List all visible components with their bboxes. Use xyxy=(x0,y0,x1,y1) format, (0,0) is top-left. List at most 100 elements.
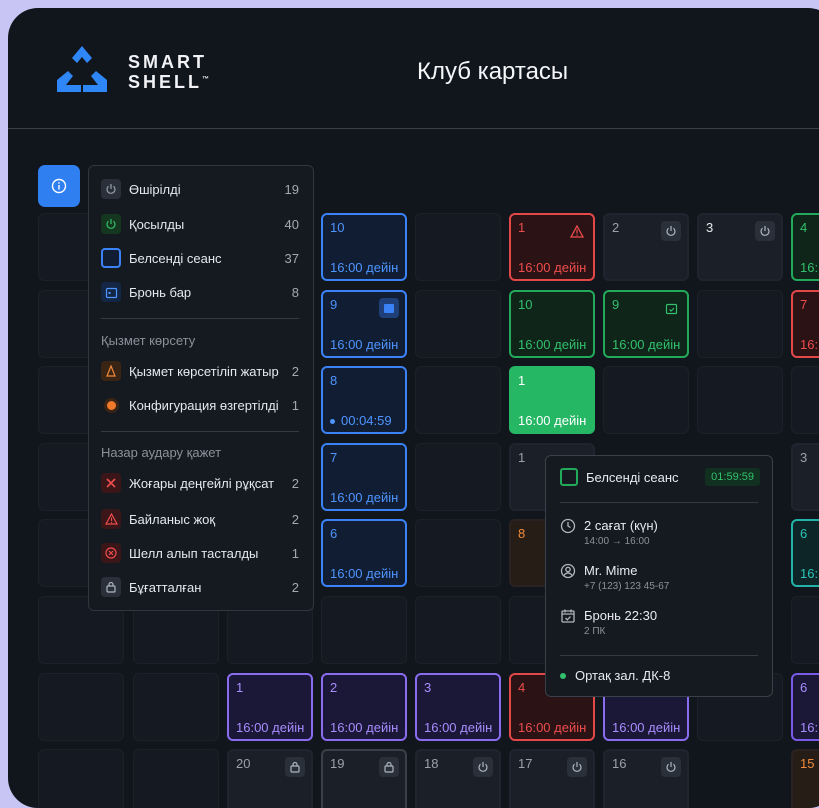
legend-item-admin-access[interactable]: Жоғары деңгейлі рұқсат 2 xyxy=(101,472,299,494)
empty-seat xyxy=(791,366,819,434)
seat-tile[interactable]: 9 16:00 дейін xyxy=(321,290,407,358)
trademark: ™ xyxy=(202,76,210,83)
seat-tile[interactable]: 17 xyxy=(509,749,595,808)
seat-time: 16:00 дейін xyxy=(518,720,587,735)
clock-icon xyxy=(560,518,576,534)
popup-status-row: Белсенді сеанс 01:59:59 xyxy=(560,468,760,486)
seat-tile[interactable]: 6 16:00 дейін xyxy=(321,519,407,587)
seat-number: 17 xyxy=(518,756,533,771)
seat-tile[interactable]: 7 16: xyxy=(791,290,819,358)
legend-item-on[interactable]: Қосылды 40 xyxy=(101,213,299,235)
smartshell-logo-icon xyxy=(54,44,110,99)
seat-time: 16:00 дейін xyxy=(236,720,305,735)
seat-time: 16: xyxy=(800,260,819,275)
legend-item-off[interactable]: Өшірілді 19 xyxy=(101,178,299,200)
seat-tile[interactable]: 10 16:00 дейін xyxy=(509,290,595,358)
power-icon xyxy=(661,757,681,777)
empty-seat xyxy=(697,366,783,434)
seat-number: 1 xyxy=(236,680,244,695)
seat-timer: 00:04:59 xyxy=(330,413,392,428)
seat-number: 1 xyxy=(518,373,526,388)
seat-number: 7 xyxy=(330,450,338,465)
traffic-cone-icon xyxy=(101,361,121,381)
legend-label: Белсенді сеанс xyxy=(129,250,222,266)
seat-tile[interactable]: 3 16:00 дейін xyxy=(415,673,501,741)
divider xyxy=(560,502,758,503)
seat-tile[interactable]: 2 16:00 дейін xyxy=(321,673,407,741)
lock-icon xyxy=(101,577,121,597)
brand-line-2: SHELL™ xyxy=(128,71,209,91)
seat-number: 1 xyxy=(518,450,526,465)
seat-tile[interactable]: 6 16: xyxy=(791,673,819,741)
legend-item-shell-removed[interactable]: Шелл алып тасталды 1 xyxy=(101,542,299,564)
legend-label: Байланыс жоқ xyxy=(129,511,216,527)
seat-time: 16:00 дейін xyxy=(330,566,399,581)
seat-tile[interactable]: 6 16: xyxy=(791,519,819,587)
lock-icon xyxy=(379,757,399,777)
seat-number: 18 xyxy=(424,756,439,771)
seat-time: 16:00 дейін xyxy=(518,337,587,352)
duration-range: 14:00 → 16:00 xyxy=(584,536,650,547)
seat-tile[interactable]: 1 16:00 дейін xyxy=(227,673,313,741)
seat-tile[interactable]: 2 xyxy=(603,213,689,281)
seat-number: 3 xyxy=(800,450,808,465)
lock-icon xyxy=(285,757,305,777)
seat-number: 8 xyxy=(330,373,338,388)
empty-seat xyxy=(38,673,124,741)
seat-tile[interactable]: 3 xyxy=(697,213,783,281)
session-timer-badge: 01:59:59 xyxy=(705,468,760,486)
brand-line-2-text: SHELL xyxy=(128,72,203,92)
duration-text: 2 сағат (күн) xyxy=(584,518,658,533)
seat-tile[interactable]: 16 xyxy=(603,749,689,808)
seat-number: 4 xyxy=(800,220,808,235)
seat-time: 16:00 дейін xyxy=(612,720,681,735)
seat-number: 15 xyxy=(800,756,815,771)
calendar-check-icon xyxy=(661,298,681,318)
booking-pc-count: 2 ПК xyxy=(584,626,606,637)
legend-toggle-button[interactable] xyxy=(38,165,80,207)
seat-tile[interactable]: 19 xyxy=(321,749,407,808)
seat-tile[interactable]: 8 00:04:59 xyxy=(321,366,407,434)
legend-item-blocked[interactable]: Бұғатталған 2 xyxy=(101,576,299,598)
legend-item-config-changed[interactable]: Конфигурация өзгертілді 1 xyxy=(101,394,299,416)
legend-item-active-session[interactable]: Белсенді сеанс 37 xyxy=(101,247,299,269)
seat-tile[interactable]: 15 xyxy=(791,749,819,808)
seat-tile[interactable]: 18 xyxy=(415,749,501,808)
seat-number: 3 xyxy=(424,680,432,695)
seat-tile[interactable]: 9 16:00 дейін xyxy=(603,290,689,358)
seat-tile[interactable]: 7 16:00 дейін xyxy=(321,443,407,511)
legend-count: 2 xyxy=(291,363,299,379)
empty-seat xyxy=(133,749,219,808)
empty-seat xyxy=(321,596,407,664)
legend-count: 1 xyxy=(291,545,299,561)
legend-count: 1 xyxy=(291,397,299,413)
booking-time: Бронь 22:30 xyxy=(584,608,658,623)
seat-number: 19 xyxy=(330,756,345,771)
seat-time: 16: xyxy=(800,337,819,352)
legend-count: 2 xyxy=(291,475,299,491)
seat-tile[interactable]: 4 16: xyxy=(791,213,819,281)
seat-tile-selected[interactable]: 1 16:00 дейін xyxy=(509,366,595,434)
seat-number: 4 xyxy=(518,680,526,695)
seat-time: 16:00 дейін xyxy=(612,337,681,352)
empty-seat xyxy=(791,596,819,664)
legend-item-booking[interactable]: Бронь бар 8 xyxy=(101,281,299,303)
seat-number: 3 xyxy=(706,220,714,235)
app-window: SMART SHELL™ Клуб картасы xyxy=(8,8,819,808)
seat-tile[interactable]: 3 xyxy=(791,443,819,511)
legend-count: 8 xyxy=(291,284,299,300)
legend-item-servicing[interactable]: Қызмет көрсетіліп жатыр 2 xyxy=(101,360,299,382)
brand-name: SMART SHELL™ xyxy=(128,53,209,91)
empty-seat xyxy=(415,596,501,664)
legend-panel: Өшірілді 19 Қосылды 40 Белсенді сеанс 37… xyxy=(88,165,314,611)
seat-tile[interactable]: 20 xyxy=(227,749,313,808)
legend-label: Қызмет көрсетіліп жатыр xyxy=(129,363,279,379)
power-icon xyxy=(101,179,121,199)
seat-tile[interactable]: 10 16:00 дейін xyxy=(321,213,407,281)
seat-number: 10 xyxy=(330,220,345,235)
seat-number: 8 xyxy=(518,526,526,541)
power-icon xyxy=(567,757,587,777)
legend-item-no-connection[interactable]: Байланыс жоқ 2 xyxy=(101,508,299,530)
seat-tile[interactable]: 1 16:00 дейін xyxy=(509,213,595,281)
seat-number: 6 xyxy=(800,680,808,695)
